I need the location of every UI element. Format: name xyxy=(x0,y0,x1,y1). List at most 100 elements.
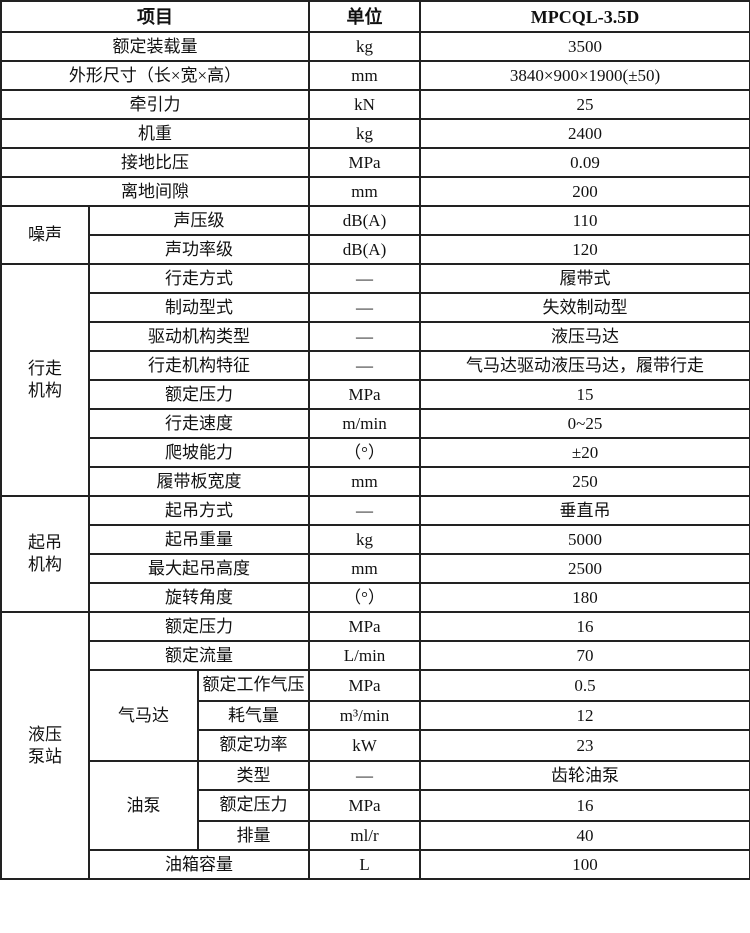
table-row: 接地比压 MPa 0.09 xyxy=(0,147,750,178)
table-row: 油箱容量 L 100 xyxy=(1,849,750,880)
value-cell: 0.09 xyxy=(419,147,750,178)
group-cell: 液压泵站 xyxy=(0,611,90,880)
item-cell: 类型 xyxy=(196,760,311,791)
unit-cell: m/min xyxy=(308,408,422,439)
unit-cell: （°） xyxy=(308,437,422,468)
item-text: 额定工作气压 xyxy=(202,675,305,694)
unit-cell: m³/min xyxy=(308,700,422,731)
unit-cell: kW xyxy=(308,729,422,762)
item-cell: 额定流量 xyxy=(87,640,311,671)
item-cell: 排量 xyxy=(196,820,311,851)
header-model: MPCQL-3.5D xyxy=(419,0,750,33)
value-cell: 0.5 xyxy=(419,669,750,702)
unit-cell: L/min xyxy=(308,640,422,671)
table-row: 行走速度 m/min 0~25 xyxy=(1,408,750,439)
group-cell: 油泵 xyxy=(88,760,199,851)
table-row: 声功率级 dB(A) 120 xyxy=(1,234,750,265)
spec-table: 项目 单位 MPCQL-3.5D 额定装载量 kg 3500 外形尺寸（长×宽×高） m… xyxy=(0,0,750,880)
value-cell: 3840×900×1900(±50) xyxy=(419,60,750,91)
unit-cell: MPa xyxy=(308,789,422,822)
table-row: 起吊重量 kg 5000 xyxy=(1,524,750,555)
header-unit: 单位 xyxy=(308,0,422,33)
table-row: 旋转角度 （°） 180 xyxy=(1,582,750,613)
value-cell: 110 xyxy=(419,205,750,236)
table-row: 驱动机构类型 — 液压马达 xyxy=(1,321,750,352)
item-cell: 额定压力 xyxy=(196,789,311,822)
unit-cell: — xyxy=(308,292,422,323)
table-row: 履带板宽度 mm 250 xyxy=(1,466,750,497)
item-cell: 额定工作气压 xyxy=(196,669,311,702)
item-cell: 外形尺寸（长×宽×高） xyxy=(0,60,311,91)
header-item: 项目 xyxy=(0,0,311,33)
item-cell: 声压级 xyxy=(87,205,311,236)
unit-cell: MPa xyxy=(308,147,422,178)
unit-cell: mm xyxy=(308,60,422,91)
value-cell: 3500 xyxy=(419,31,750,62)
table-row: 噪声 声压级 dB(A) 110 xyxy=(0,205,750,265)
item-cell: 起吊方式 xyxy=(87,495,311,526)
table-row: 外形尺寸（长×宽×高） mm 3840×900×1900(±50) xyxy=(0,60,750,91)
group-cell: 气马达 xyxy=(88,669,199,762)
value-cell: 16 xyxy=(419,611,750,642)
table-row: 气马达 额定工作气压 MPa 0.5 xyxy=(1,669,750,762)
table-row: 离地间隙 mm 200 xyxy=(0,176,750,207)
value-cell: 0~25 xyxy=(419,408,750,439)
value-cell: 液压马达 xyxy=(419,321,750,352)
value-cell: 23 xyxy=(419,729,750,762)
item-cell: 履带板宽度 xyxy=(87,466,311,497)
item-cell: 行走机构特征 xyxy=(87,350,311,381)
unit-cell: dB(A) xyxy=(308,205,422,236)
item-cell: 驱动机构类型 xyxy=(87,321,311,352)
value-cell: 2500 xyxy=(419,553,750,584)
group-cell: 行走机构 xyxy=(0,263,90,497)
value-cell: ±20 xyxy=(419,437,750,468)
unit-cell: kg xyxy=(308,524,422,555)
table-row: 排量 ml/r 40 xyxy=(1,820,750,851)
item-cell: 额定功率 xyxy=(196,729,311,762)
item-cell: 接地比压 xyxy=(0,147,311,178)
unit-cell: mm xyxy=(308,176,422,207)
group-label: 行走机构 xyxy=(28,359,62,400)
table-row: 额定装载量 kg 3500 xyxy=(0,31,750,62)
unit-cell: L xyxy=(308,849,422,880)
item-cell: 旋转角度 xyxy=(87,582,311,613)
group-label: 起吊机构 xyxy=(28,533,62,574)
value-cell: 齿轮油泵 xyxy=(419,760,750,791)
item-cell: 额定压力 xyxy=(87,611,311,642)
item-cell: 额定装载量 xyxy=(0,31,311,62)
table-row: 牵引力 kN 25 xyxy=(0,89,750,120)
table-row: 额定压力 MPa 15 xyxy=(1,379,750,410)
group-cell: 起吊机构 xyxy=(0,495,90,613)
value-cell: 100 xyxy=(419,849,750,880)
table-row: 额定功率 kW 23 xyxy=(1,729,750,762)
unit-cell: — xyxy=(308,760,422,791)
item-cell: 起吊重量 xyxy=(87,524,311,555)
value-cell: 15 xyxy=(419,379,750,410)
table-row: 最大起吊高度 mm 2500 xyxy=(1,553,750,584)
unit-cell: — xyxy=(308,495,422,526)
unit-cell: — xyxy=(308,350,422,381)
value-cell: 12 xyxy=(419,700,750,731)
table-row: 油泵 类型 — 齿轮油泵 xyxy=(1,760,750,851)
value-cell: 70 xyxy=(419,640,750,671)
table-row: 液压泵站 额定压力 MPa 16 xyxy=(0,611,750,880)
item-cell: 声功率级 xyxy=(87,234,311,265)
item-text: 额定压力 xyxy=(219,795,288,814)
value-cell: 16 xyxy=(419,789,750,822)
item-cell: 最大起吊高度 xyxy=(87,553,311,584)
value-cell: 2400 xyxy=(419,118,750,149)
group-label: 液压泵站 xyxy=(28,724,62,766)
value-cell: 垂直吊 xyxy=(419,495,750,526)
item-cell: 油箱容量 xyxy=(87,849,311,880)
unit-cell: — xyxy=(308,321,422,352)
unit-cell: MPa xyxy=(308,379,422,410)
value-cell: 履带式 xyxy=(419,263,750,294)
item-cell: 行走速度 xyxy=(87,408,311,439)
table-row: 爬坡能力 （°） ±20 xyxy=(1,437,750,468)
value-cell: 气马达驱动液压马达，履带行走 xyxy=(419,350,750,381)
unit-cell: dB(A) xyxy=(308,234,422,265)
table-row: 额定流量 L/min 70 xyxy=(1,640,750,671)
unit-cell: — xyxy=(308,263,422,294)
item-text: 额定功率 xyxy=(219,735,288,754)
item-cell: 额定压力 xyxy=(87,379,311,410)
